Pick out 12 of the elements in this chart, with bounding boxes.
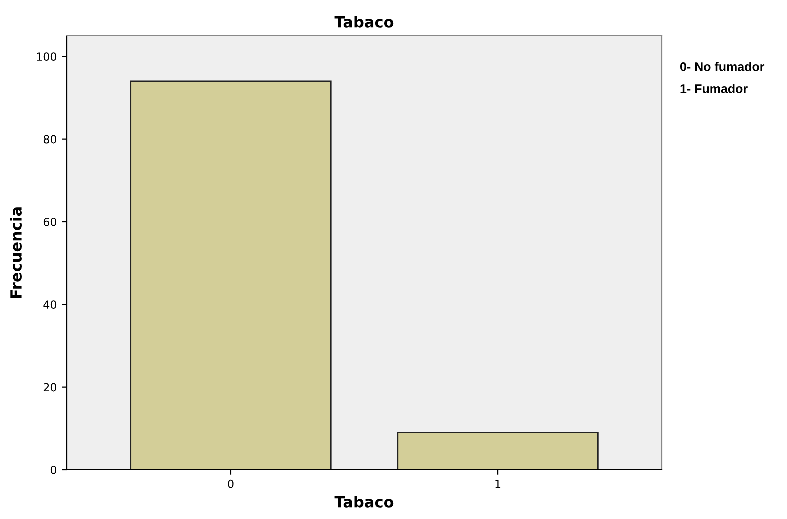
chart-title: Tabaco — [334, 16, 394, 28]
y-axis-title: Frecuencia — [10, 208, 22, 298]
y-tick-label: 80 — [44, 135, 57, 144]
y-tick-label: 100 — [37, 52, 57, 62]
text: 1- Fumador — [680, 84, 748, 94]
y-tick-label: 0 — [50, 466, 57, 474]
y-tick-label: 20 — [44, 383, 57, 392]
text: 0- No fumador — [680, 62, 765, 72]
x-axis-title: Tabaco — [334, 496, 394, 508]
y-tick-label: 60 — [44, 218, 57, 226]
y-tick-label: 40 — [44, 300, 57, 310]
x-tick-label: 1 — [496, 480, 501, 488]
